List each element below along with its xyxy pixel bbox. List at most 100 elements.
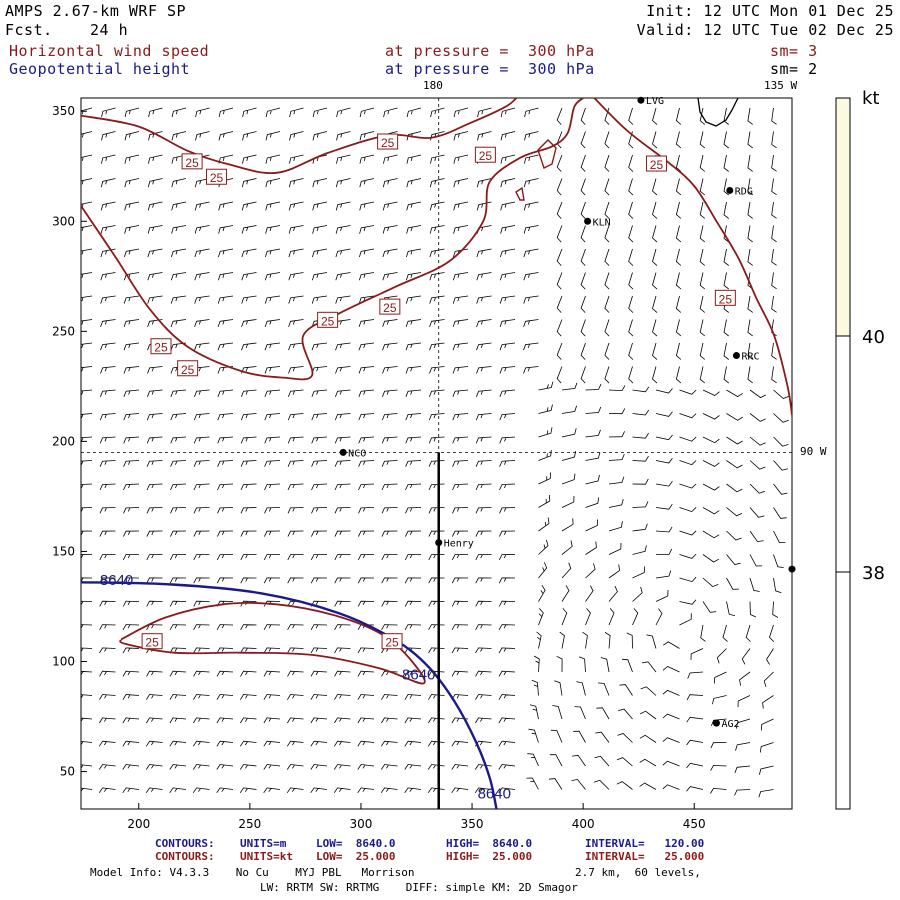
- x-tick-label: 300: [350, 817, 373, 831]
- contour-labels: 25 25 25 25 25 25 25 25 25 25 25 25 8640 8640 8640: [100, 133, 736, 803]
- footer-speed-units: UNITS=kt: [240, 850, 293, 863]
- coastline-segment: [697, 98, 739, 127]
- station-marker: [584, 217, 592, 225]
- y-tick-label: 250: [52, 324, 75, 338]
- wind-speed-contour-0: [81, 98, 518, 175]
- station-label: RDG: [735, 186, 753, 197]
- wind-speed-contour-3: [119, 601, 426, 685]
- station-marker: [788, 565, 796, 573]
- contour-label: 25: [185, 156, 199, 170]
- contour-label-box: [381, 633, 403, 650]
- contour-label: 8640: [478, 786, 511, 803]
- x-tick-label: 400: [572, 817, 595, 831]
- level-geopotential: at pressure = 300 hPa: [385, 60, 595, 78]
- wind-speed-fragment: [515, 139, 557, 201]
- footer-height-label: CONTOURS:: [155, 837, 215, 850]
- x-tick-label: 350: [461, 817, 484, 831]
- x-tick-label: 200: [127, 817, 150, 831]
- contour-label: 25: [719, 292, 733, 306]
- colorbar-tick-label: 40: [862, 327, 885, 348]
- contour-label: 25: [385, 636, 399, 650]
- station-label: KLN: [593, 217, 611, 228]
- y-tick-label: 200: [52, 434, 75, 448]
- y-tick-label: 150: [52, 544, 75, 558]
- contour-label: 25: [321, 314, 335, 328]
- lat-90w-label: 90 W: [800, 445, 827, 458]
- station-label: Henry: [444, 539, 474, 550]
- station-marker: [712, 719, 720, 727]
- model-info: Model Info: V4.3.3 No Cu MYJ PBL Morriso…: [90, 866, 415, 879]
- y-tick-label: 350: [52, 104, 75, 118]
- contour-label: 25: [181, 363, 195, 377]
- contour-label-box: [377, 133, 399, 150]
- station-label: AG2: [721, 719, 739, 730]
- lon-135w-label: 135 W: [764, 79, 798, 92]
- contour-label: 25: [650, 158, 664, 172]
- contour-label-box: [645, 155, 667, 172]
- contour-label-box: [317, 311, 339, 328]
- graticule: [81, 98, 792, 453]
- smoothing-wind-speed: sm= 3: [770, 42, 818, 60]
- contour-label: 25: [479, 149, 493, 163]
- contour-label-box: [181, 153, 203, 170]
- footer-height-units: UNITS=m: [240, 837, 287, 850]
- model-resolution: 2.7 km, 60 levels,: [575, 866, 701, 879]
- x-tick-label: 250: [238, 817, 261, 831]
- lon-180-label: 180: [423, 79, 443, 92]
- contour-label-box: [141, 633, 163, 650]
- footer-speed-label: CONTOURS:: [155, 850, 215, 863]
- station-marker: [726, 186, 734, 194]
- colorbar-units: kt: [862, 88, 880, 109]
- contour-label: 25: [210, 171, 224, 185]
- contour-label: 25: [154, 341, 168, 355]
- footer-height-interval: INTERVAL= 120.00: [585, 837, 705, 850]
- station-marker: [637, 96, 645, 104]
- colorbar-frame: [835, 97, 851, 810]
- station-marker: [732, 352, 740, 360]
- model-physics: LW: RRTM SW: RRTMG DIFF: simple KM: 2D S…: [260, 881, 578, 894]
- stations: LVG RDG KLN RRC NCO Henry AG2: [339, 96, 796, 730]
- smoothing-geopotential: sm= 2: [770, 60, 818, 78]
- station-label: LVG: [646, 96, 664, 107]
- contour-label: 25: [145, 636, 159, 650]
- level-wind-speed: at pressure = 300 hPa: [385, 42, 595, 60]
- axis-ticks: 200 250 300 350 400 450 50 100 150 200 250 300 350: [52, 104, 706, 831]
- contour-label-box: [177, 360, 199, 377]
- contour-label: 25: [383, 301, 397, 315]
- forecast-value: 24 h: [90, 21, 129, 39]
- station-marker: [339, 448, 347, 456]
- field-geopotential: Geopotential height: [9, 60, 191, 78]
- colorbar-tick-label: 38: [862, 563, 885, 584]
- map-frame: [80, 97, 793, 810]
- wind-speed-contours: [81, 98, 792, 685]
- contour-label: 8640: [100, 572, 133, 589]
- field-wind-speed: Horizontal wind speed: [9, 42, 210, 60]
- coastline: [697, 98, 739, 127]
- wind-speed-contour-2: [593, 98, 792, 416]
- y-tick-label: 50: [60, 765, 75, 779]
- station-label: RRC: [741, 352, 759, 363]
- wind-barbs: [81, 107, 790, 798]
- colorbar-highlight: [836, 98, 850, 336]
- x-tick-label: 450: [683, 817, 706, 831]
- wind-barb-field: [81, 107, 790, 798]
- contour-label: 8640: [402, 667, 435, 684]
- footer-speed-high: HIGH= 25.000: [446, 850, 533, 863]
- contour-label: 25: [381, 136, 395, 150]
- station-marker: [435, 539, 443, 547]
- contour-label-box: [379, 298, 401, 315]
- colorbar: 40 38: [835, 97, 885, 810]
- footer-height-high: HIGH= 8640.0: [446, 837, 533, 850]
- contour-label-box: [150, 338, 172, 355]
- footer-height-low: LOW= 8640.0: [316, 837, 396, 850]
- valid-time: Valid: 12 UTC Tue 02 Dec 25: [636, 21, 894, 39]
- init-time: Init: 12 UTC Mon 01 Dec 25: [646, 2, 894, 20]
- footer-speed-low: LOW= 25.000: [316, 850, 396, 863]
- contour-label-box: [206, 168, 228, 185]
- contour-label-box: [474, 146, 496, 163]
- y-tick-label: 300: [52, 214, 75, 228]
- y-tick-label: 100: [52, 655, 75, 669]
- contour-label-box: [714, 289, 736, 306]
- forecast-label: Fcst.: [5, 21, 53, 39]
- station-label: NCO: [348, 448, 366, 459]
